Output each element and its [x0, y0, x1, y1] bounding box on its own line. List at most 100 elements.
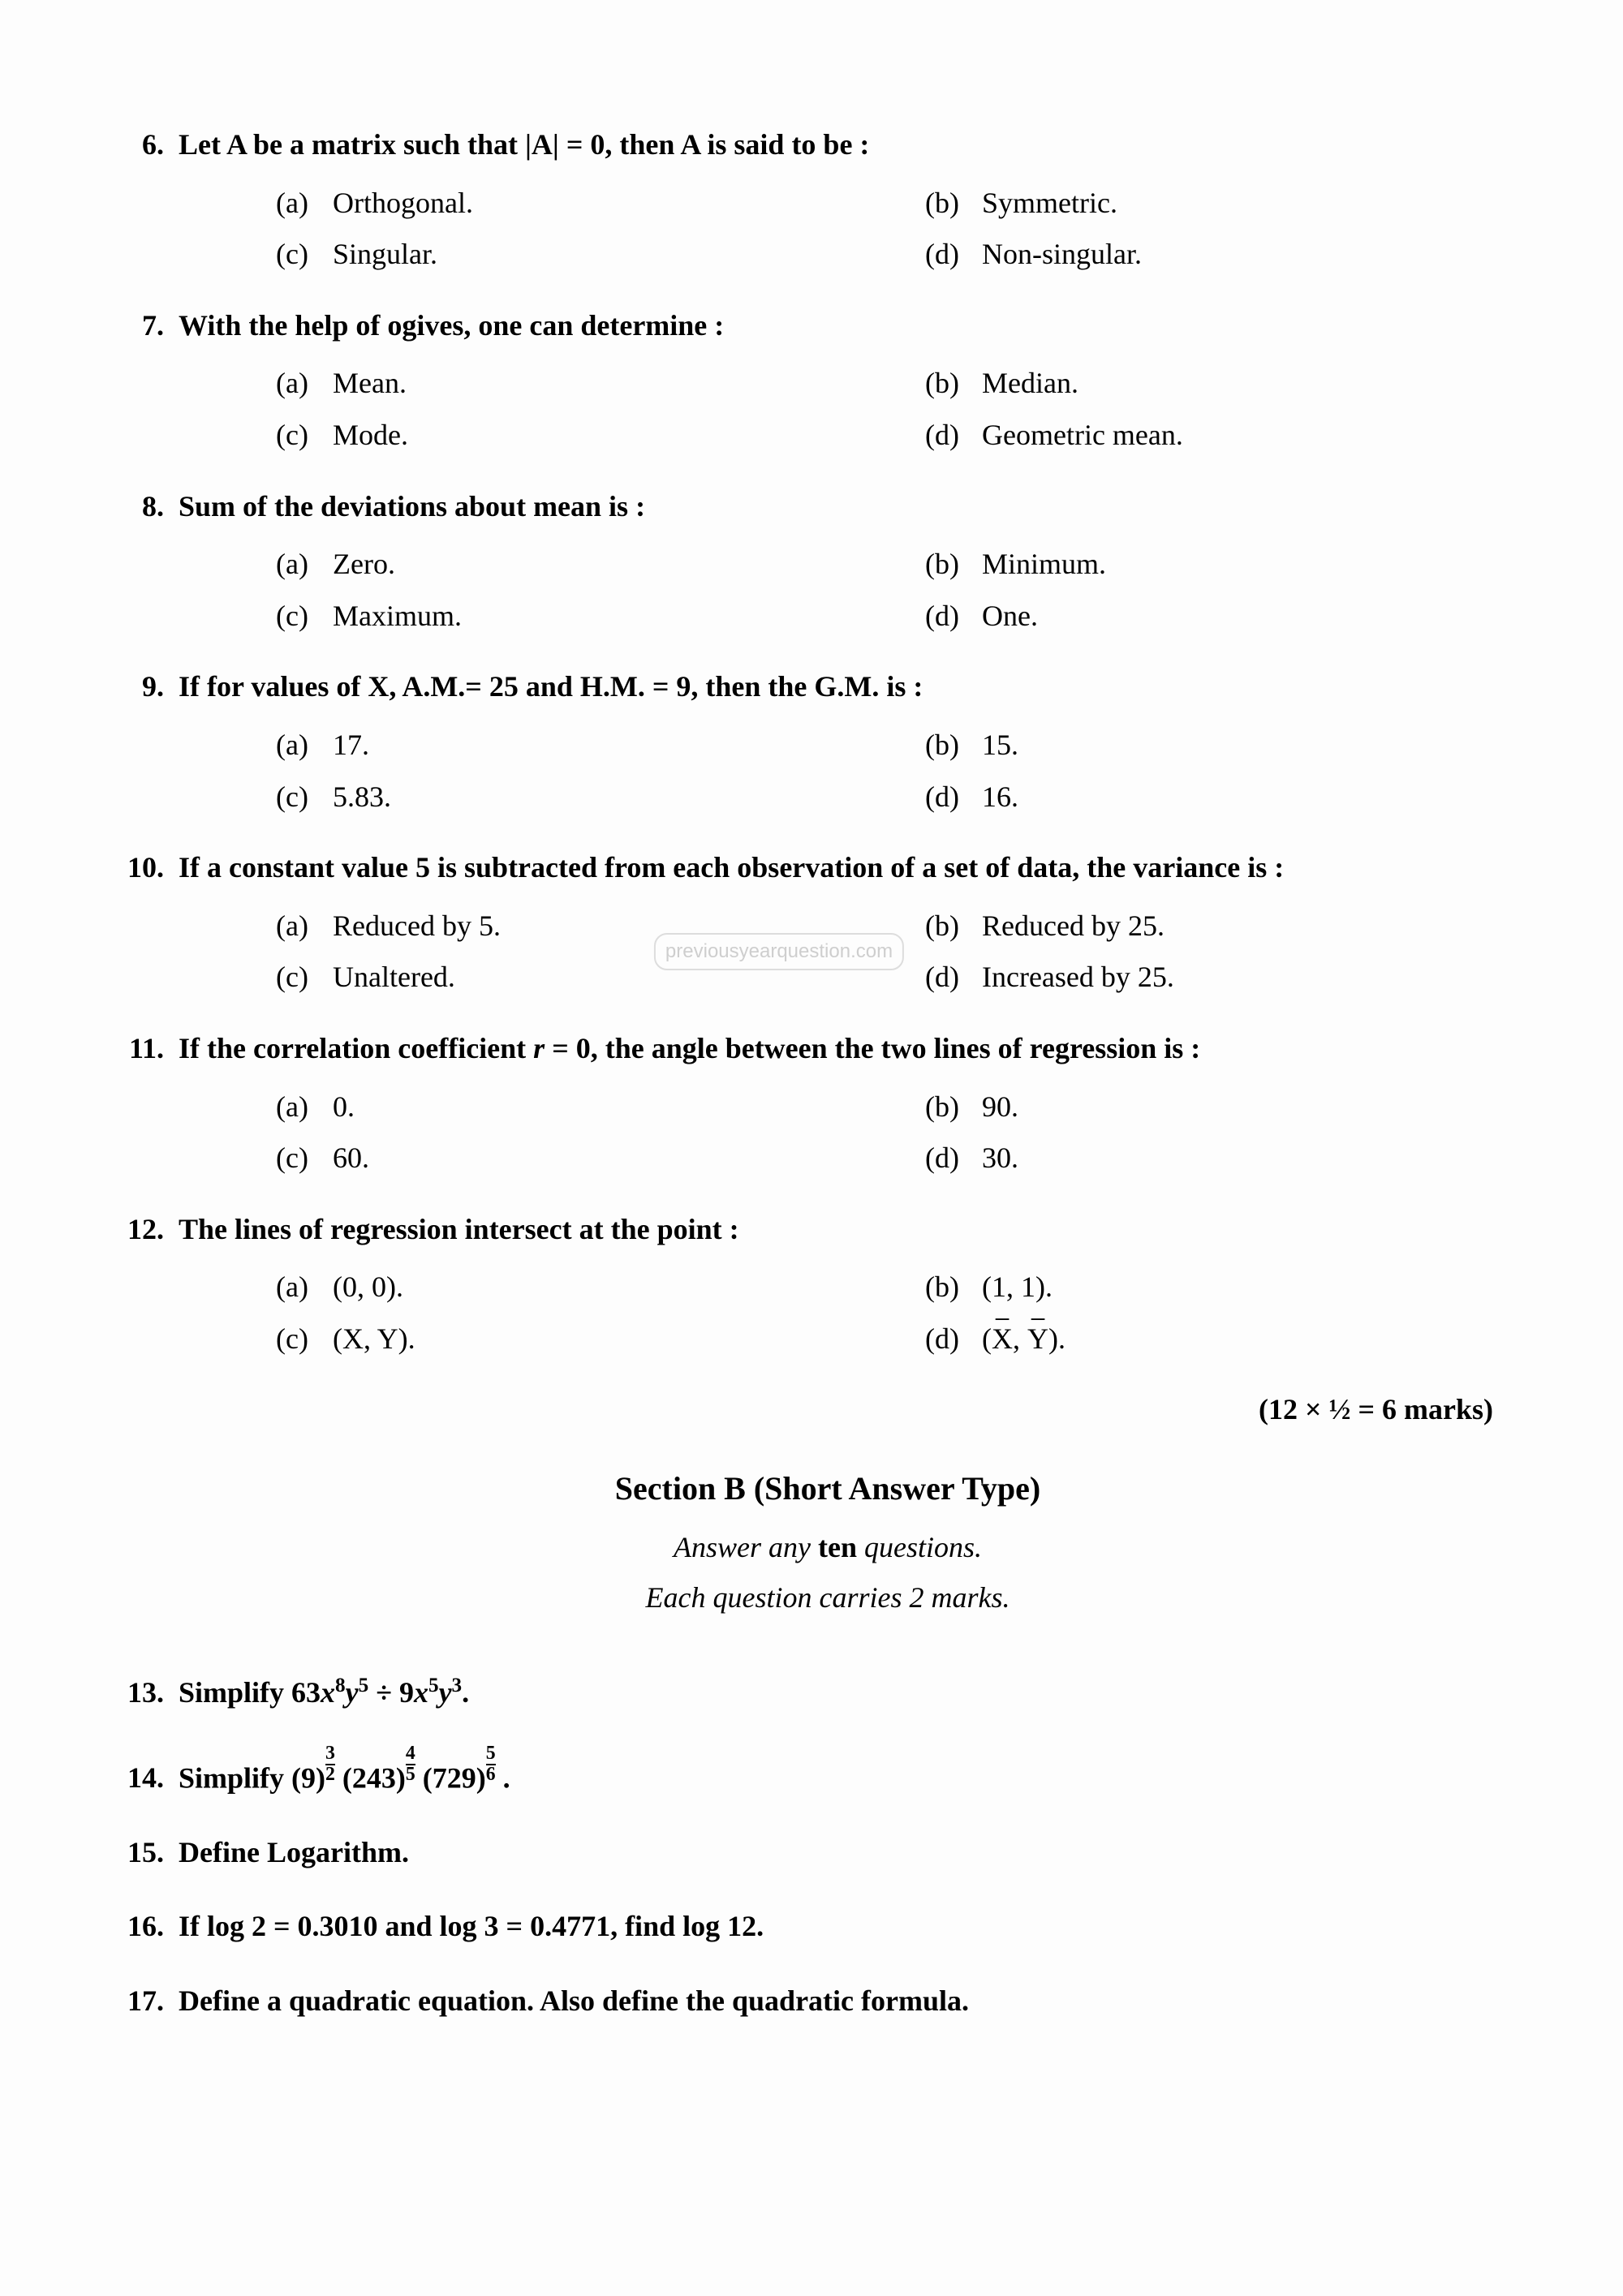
- short-answer-section: 13.Simplify 63x8y5 ÷ 9x5y3. 14.Simplify (…: [114, 1670, 1542, 2024]
- options-grid: (a)(0, 0).(b)(1, 1).(c)(X, Y).(d)(X, Y).: [276, 1264, 1542, 1362]
- section-b-header: Section B (Short Answer Type) Answer any…: [114, 1463, 1542, 1621]
- option-text: 0.: [333, 1084, 893, 1131]
- option-label: (b): [925, 1264, 982, 1311]
- option-label: (a): [276, 1084, 333, 1131]
- question-number: 10.: [114, 845, 179, 892]
- options-grid: (a)Zero. (b)Minimum. (c)Maximum. (d)One.: [276, 541, 1542, 639]
- option-text: Singular.: [333, 231, 893, 278]
- question-text: If for values of X, A.M.= 25 and H.M. = …: [179, 664, 1542, 711]
- option-text: 17.: [333, 722, 893, 769]
- option-text: Symmetric.: [982, 180, 1542, 227]
- question-number: 13.: [114, 1670, 179, 1717]
- option-label: (d): [925, 1316, 982, 1363]
- option-label: (d): [925, 954, 982, 1001]
- option-label: (c): [276, 1316, 333, 1363]
- question-text: Define a quadratic equation. Also define…: [179, 1978, 1542, 2025]
- options-grid: (a)Mean.(b)Median.(c)Mode.(d)Geometric m…: [276, 360, 1542, 458]
- option-text: Reduced by 5.: [333, 903, 893, 950]
- question-text: Define Logarithm.: [179, 1829, 1542, 1877]
- mcq-question: 6.Let A be a matrix such that |A| = 0, t…: [114, 122, 1542, 278]
- option-text: Unaltered.: [333, 954, 893, 1001]
- question-number: 17.: [114, 1978, 179, 2025]
- question-text: With the help of ogives, one can determi…: [179, 303, 1542, 350]
- option-label: (b): [925, 180, 982, 227]
- option: (d)(X, Y).: [925, 1316, 1542, 1363]
- option-label: (d): [925, 412, 982, 459]
- section-instruction-2: Each question carries 2 marks.: [114, 1575, 1542, 1622]
- option-label: (d): [925, 774, 982, 821]
- mcq-question: 8.Sum of the deviations about mean is : (…: [114, 484, 1542, 640]
- mcq-question: 7.With the help of ogives, one can deter…: [114, 303, 1542, 459]
- options-grid: (a)17. (b)15. (c)5.83. (d)16.: [276, 722, 1542, 820]
- option-text: Non-singular.: [982, 231, 1542, 278]
- option: (c)5.83.: [276, 774, 893, 821]
- option-text: 16.: [982, 774, 1542, 821]
- option-text: 60.: [333, 1135, 893, 1182]
- question-number: 16.: [114, 1903, 179, 1950]
- option-label: (a): [276, 180, 333, 227]
- section-title: Section B (Short Answer Type): [114, 1463, 1542, 1515]
- option-text: (X, Y).: [982, 1316, 1542, 1363]
- question-number: 8.: [114, 484, 179, 531]
- question-text: Sum of the deviations about mean is :: [179, 484, 1542, 531]
- option-label: (a): [276, 1264, 333, 1311]
- question-text: If log 2 = 0.3010 and log 3 = 0.4771, fi…: [179, 1903, 1542, 1950]
- option-text: Mean.: [333, 360, 893, 407]
- question-number: 7.: [114, 303, 179, 350]
- option-label: (d): [925, 593, 982, 640]
- option: (d)Non-singular.: [925, 231, 1542, 278]
- option-text: 5.83.: [333, 774, 893, 821]
- option: (c)60.: [276, 1135, 893, 1182]
- option: (d)One.: [925, 593, 1542, 640]
- option-label: (c): [276, 1135, 333, 1182]
- option: (a)17.: [276, 722, 893, 769]
- option: (a)Zero.: [276, 541, 893, 588]
- option: (b)Minimum.: [925, 541, 1542, 588]
- option-label: (a): [276, 903, 333, 950]
- short-question: 14.Simplify (9)32 (243)45 (729)56 .: [114, 1744, 1542, 1802]
- option-text: 90.: [982, 1084, 1542, 1131]
- option-label: (b): [925, 360, 982, 407]
- option: (b)Symmetric.: [925, 180, 1542, 227]
- question-text: Simplify 63x8y5 ÷ 9x5y3.: [179, 1670, 1542, 1717]
- mcq-section: 6.Let A be a matrix such that |A| = 0, t…: [114, 122, 1542, 1362]
- short-question: 16.If log 2 = 0.3010 and log 3 = 0.4771,…: [114, 1903, 1542, 1950]
- option: (d)16.: [925, 774, 1542, 821]
- option: (d)Increased by 25.: [925, 954, 1542, 1001]
- option: (b)15.: [925, 722, 1542, 769]
- question-text: Let A be a matrix such that |A| = 0, the…: [179, 122, 1542, 169]
- option-text: One.: [982, 593, 1542, 640]
- option: (c)Singular.: [276, 231, 893, 278]
- option-label: (c): [276, 231, 333, 278]
- question-number: 12.: [114, 1206, 179, 1253]
- option-text: Median.: [982, 360, 1542, 407]
- option-label: (c): [276, 954, 333, 1001]
- option-label: (d): [925, 231, 982, 278]
- option-text: Mode.: [333, 412, 893, 459]
- option: (b)Reduced by 25.: [925, 903, 1542, 950]
- question-number: 15.: [114, 1829, 179, 1877]
- option: (b)90.: [925, 1084, 1542, 1131]
- option: (c)(X, Y).: [276, 1316, 893, 1363]
- option-label: (b): [925, 1084, 982, 1131]
- options-grid: (a)0.(b)90.(c)60.(d)30.: [276, 1084, 1542, 1182]
- option-label: (a): [276, 722, 333, 769]
- question-text: If the correlation coefficient r = 0, th…: [179, 1025, 1542, 1073]
- option-label: (c): [276, 774, 333, 821]
- option-text: (0, 0).: [333, 1264, 893, 1311]
- question-text: Simplify (9)32 (243)45 (729)56 .: [179, 1744, 1542, 1802]
- option-label: (a): [276, 541, 333, 588]
- option: (c)Maximum.: [276, 593, 893, 640]
- mcq-question: 9.If for values of X, A.M.= 25 and H.M. …: [114, 664, 1542, 820]
- option: (b)(1, 1).: [925, 1264, 1542, 1311]
- options-grid: (a)Reduced by 5. (b)Reduced by 25. (c)Unal…: [276, 903, 1542, 1001]
- option-text: Orthogonal.: [333, 180, 893, 227]
- option: (a)(0, 0).: [276, 1264, 893, 1311]
- option-label: (b): [925, 541, 982, 588]
- page-content: 6.Let A be a matrix such that |A| = 0, t…: [114, 122, 1542, 2024]
- question-number: 11.: [114, 1025, 179, 1073]
- option: (a)Orthogonal.: [276, 180, 893, 227]
- option-label: (d): [925, 1135, 982, 1182]
- question-text: The lines of regression intersect at the…: [179, 1206, 1542, 1253]
- short-question: 17.Define a quadratic equation. Also def…: [114, 1978, 1542, 2025]
